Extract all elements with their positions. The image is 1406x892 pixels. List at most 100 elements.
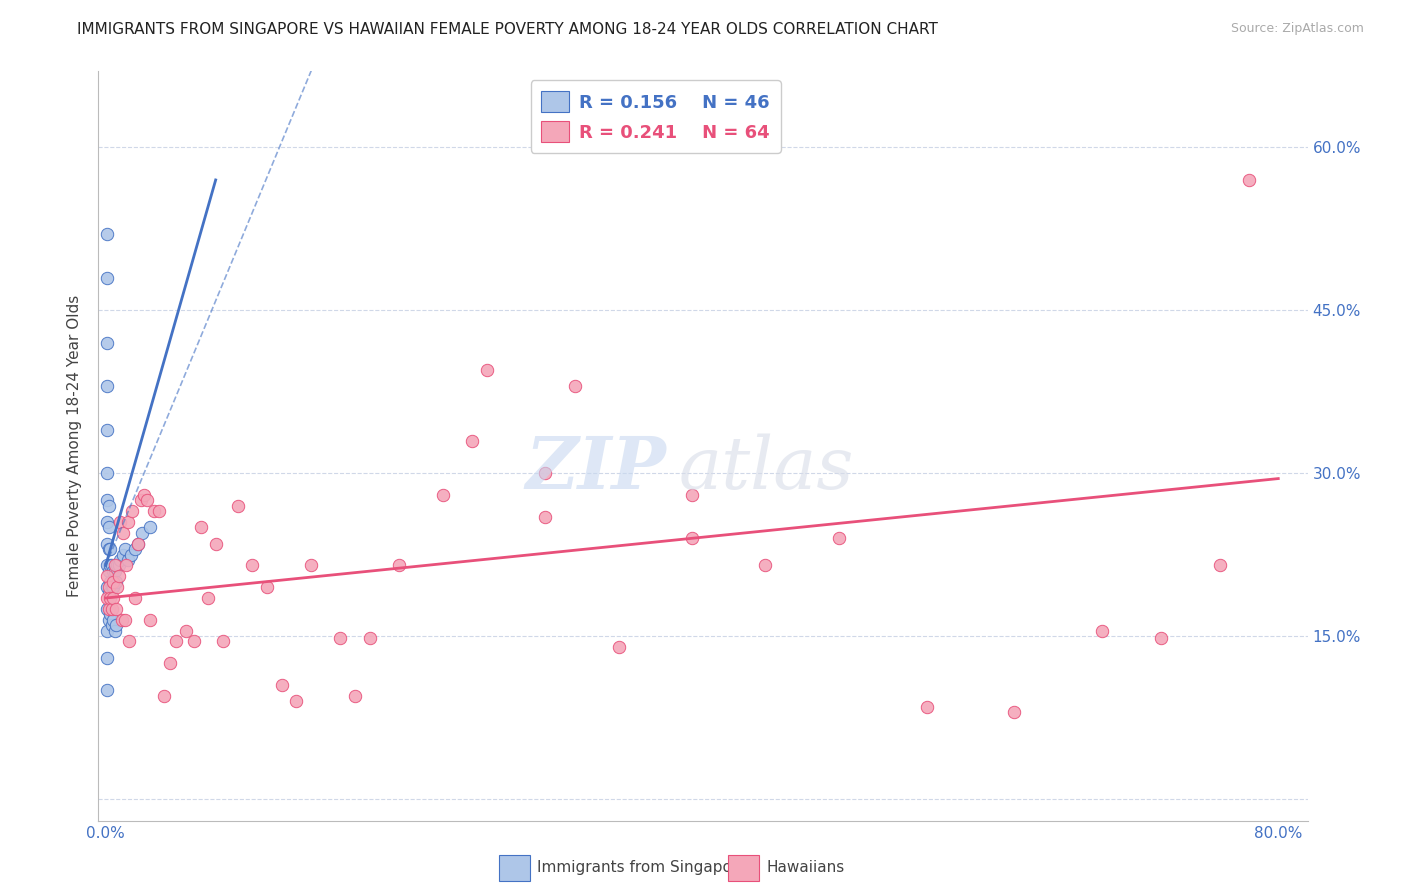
Point <box>1150 631 1173 645</box>
Text: Immigrants from Singapore: Immigrants from Singapore <box>537 861 748 875</box>
Point <box>101 564 124 578</box>
Point <box>138 613 160 627</box>
Point <box>96 227 118 242</box>
Point <box>534 509 557 524</box>
Point <box>114 613 136 627</box>
Point <box>98 542 121 557</box>
Point <box>190 520 212 534</box>
Text: atlas: atlas <box>679 434 855 504</box>
Point <box>96 270 118 285</box>
Point <box>97 542 120 557</box>
Point <box>101 591 124 605</box>
Point <box>388 558 411 573</box>
Point <box>96 493 118 508</box>
Point <box>204 537 226 551</box>
Point <box>127 537 149 551</box>
Point <box>100 558 122 573</box>
Point <box>117 515 139 529</box>
Point <box>103 624 125 638</box>
Point <box>96 423 118 437</box>
Point <box>105 602 128 616</box>
Point <box>131 525 153 540</box>
Point <box>461 434 484 448</box>
Point <box>96 650 118 665</box>
Point <box>240 558 263 573</box>
Point <box>165 634 187 648</box>
Point <box>98 558 121 573</box>
Point <box>148 504 170 518</box>
Point <box>96 466 118 480</box>
Point <box>96 515 118 529</box>
Point <box>110 553 132 567</box>
Point <box>135 493 157 508</box>
Point <box>1091 624 1114 638</box>
Point <box>105 574 128 589</box>
Point <box>564 379 586 393</box>
Point <box>299 558 322 573</box>
Point <box>359 631 381 645</box>
Point <box>124 591 146 605</box>
Point <box>285 694 308 708</box>
Point <box>96 335 118 350</box>
Point <box>97 499 120 513</box>
Point <box>159 656 181 670</box>
Point <box>607 640 630 654</box>
Point <box>827 531 849 545</box>
Point <box>96 580 118 594</box>
Point <box>129 493 152 508</box>
Point <box>107 558 129 573</box>
Y-axis label: Female Poverty Among 18-24 Year Olds: Female Poverty Among 18-24 Year Olds <box>67 295 83 597</box>
Point <box>96 591 118 605</box>
Point <box>97 564 120 578</box>
Point <box>96 379 118 393</box>
Point <box>112 525 135 540</box>
Legend: R = 0.156    N = 46, R = 0.241    N = 64: R = 0.156 N = 46, R = 0.241 N = 64 <box>530 80 780 153</box>
Point <box>1004 705 1026 719</box>
Point <box>343 689 366 703</box>
Point <box>98 574 121 589</box>
Point <box>97 585 120 599</box>
Point <box>197 591 219 605</box>
Point <box>97 602 120 616</box>
Point <box>96 602 118 616</box>
Point <box>105 618 128 632</box>
Point <box>432 488 454 502</box>
Point <box>111 613 134 627</box>
Point <box>103 564 125 578</box>
Point <box>103 558 125 573</box>
Point <box>329 631 352 645</box>
Point <box>681 531 703 545</box>
Point <box>107 580 129 594</box>
Point <box>96 683 118 698</box>
Point <box>153 689 176 703</box>
Point <box>132 488 155 502</box>
Text: Hawaiians: Hawaiians <box>766 861 845 875</box>
Point <box>96 569 118 583</box>
Point <box>101 574 124 589</box>
Point <box>270 678 292 692</box>
Point <box>1237 173 1260 187</box>
Point <box>101 580 124 594</box>
Point <box>98 607 121 622</box>
Point <box>108 569 131 583</box>
Point <box>98 591 121 605</box>
Point <box>120 548 142 562</box>
Point <box>97 613 120 627</box>
Point <box>96 537 118 551</box>
Point <box>115 558 138 573</box>
Point <box>754 558 776 573</box>
Point <box>112 548 135 562</box>
Point <box>226 499 249 513</box>
Point <box>100 580 122 594</box>
Point <box>117 553 139 567</box>
Point <box>143 504 166 518</box>
Point <box>96 624 118 638</box>
Point <box>96 558 118 573</box>
Point <box>475 363 498 377</box>
Point <box>183 634 205 648</box>
Point <box>114 542 136 557</box>
Point <box>124 542 146 557</box>
Point <box>176 624 198 638</box>
Point <box>110 515 132 529</box>
Point <box>138 520 160 534</box>
